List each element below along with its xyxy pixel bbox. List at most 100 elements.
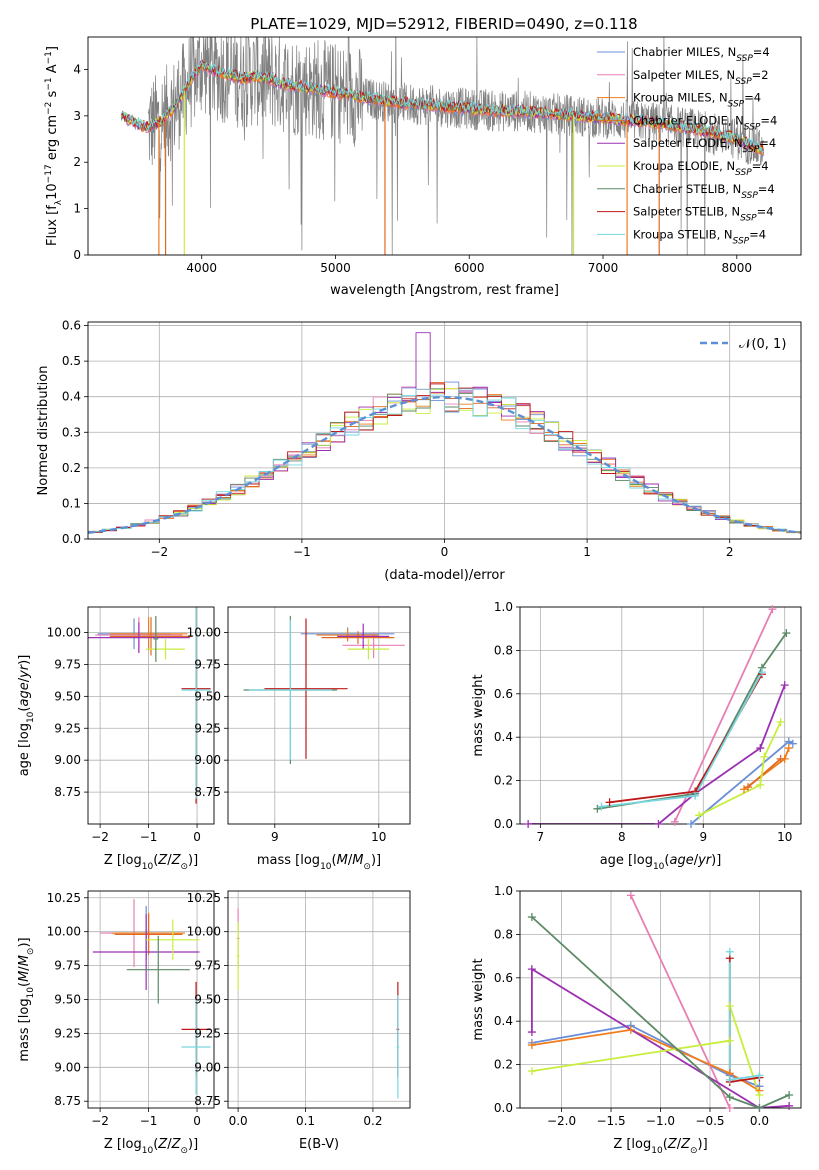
plot-area bbox=[236, 908, 400, 1099]
axes-weight_vs_age: 7 8 9 10 0.0 0.2 0.4 0.6 0.8 1.0 mass weight age [l… bbox=[471, 600, 802, 872]
y-tick-label: 0.0 bbox=[62, 532, 81, 546]
series-marker bbox=[725, 1002, 734, 1011]
x-tick-label: 0.0 bbox=[229, 1114, 248, 1128]
legend-entry: Chabrier MILES, NSSP=4 bbox=[633, 45, 770, 64]
label-part: λ bbox=[54, 199, 64, 205]
label-part: Z bbox=[171, 1137, 182, 1152]
series-marker bbox=[626, 891, 635, 900]
axes-frame bbox=[519, 890, 802, 1109]
plot-area bbox=[92, 899, 211, 1095]
label-part: s bbox=[45, 90, 60, 101]
axes-frame bbox=[227, 606, 411, 825]
series-marker bbox=[725, 1036, 734, 1045]
plot-area bbox=[528, 608, 794, 824]
label-part: Flux [f bbox=[45, 205, 60, 246]
series-line bbox=[597, 632, 788, 810]
series-marker bbox=[756, 780, 765, 789]
plot-area bbox=[120, 37, 764, 255]
grid bbox=[228, 891, 410, 1108]
label-part: M bbox=[337, 853, 348, 868]
legend-entry: Chabrier STELIB, NSSP=4 bbox=[633, 182, 775, 201]
series-marker bbox=[725, 1075, 734, 1084]
series-marker bbox=[687, 820, 696, 828]
x-tick-label: 2 bbox=[726, 545, 734, 559]
label-part: =4 bbox=[760, 113, 777, 127]
legend-entry: Kroupa MILES, NSSP=4 bbox=[633, 91, 761, 110]
label-part: ] bbox=[45, 46, 60, 51]
label-part: =4 bbox=[757, 205, 774, 219]
axes-weight_vs_Z: −2.0 −1.5 −1.0 −0.5 0.0 0.0 0.2 0.4 0.6 0.8 1.0 mas… bbox=[471, 884, 802, 1156]
label-part: ( bbox=[17, 982, 32, 987]
label-part: )] bbox=[698, 1137, 708, 1152]
label-part: =4 bbox=[744, 91, 761, 105]
x-axis-label: wavelength [Angstrom, rest frame] bbox=[330, 283, 559, 298]
label-part: SSP bbox=[736, 54, 753, 64]
y-tick-label: 0.0 bbox=[494, 1101, 513, 1115]
label-part: Chabrier STELIB, N bbox=[633, 182, 741, 196]
y-tick-label: 8.75 bbox=[194, 785, 221, 799]
legend-entry: 𝒩(0, 1) bbox=[739, 337, 786, 352]
y-tick-label: 0.6 bbox=[62, 319, 81, 333]
plot-area bbox=[531, 894, 790, 1108]
label-part: 10 bbox=[142, 862, 154, 872]
y-axis-label: mass [log10(M/M⊙)] bbox=[17, 937, 36, 1061]
label-part: A bbox=[45, 64, 60, 77]
label-part: / bbox=[677, 1137, 682, 1152]
label-part: )] bbox=[371, 853, 381, 868]
y-axis-label: mass weight bbox=[471, 674, 486, 756]
y-tick-label: 9.00 bbox=[194, 1060, 221, 1074]
label-part: SSP bbox=[743, 145, 760, 155]
series-marker bbox=[780, 681, 789, 690]
series-marker bbox=[725, 1093, 734, 1102]
label-part: ( bbox=[663, 1137, 668, 1152]
x-axis-label: Z [log10(Z/Z⊙)] bbox=[104, 853, 198, 872]
x-tick-label: −1.0 bbox=[646, 1114, 675, 1128]
label-part: =2 bbox=[752, 68, 769, 82]
x-tick-label: −1.5 bbox=[596, 1114, 625, 1128]
y-tick-label: 9.00 bbox=[54, 1060, 81, 1074]
x-tick-label: −1 bbox=[140, 830, 158, 844]
x-tick-label: −1 bbox=[140, 1114, 158, 1128]
y-tick-label: 3 bbox=[73, 109, 81, 123]
x-tick-label: 0.1 bbox=[296, 1114, 315, 1128]
label-part: −1 bbox=[44, 77, 54, 90]
axes-frame bbox=[87, 321, 802, 540]
label-part: mass [log bbox=[17, 998, 32, 1061]
y-tick-label: 9.75 bbox=[194, 657, 221, 671]
x-tick-label: 1 bbox=[583, 545, 591, 559]
model-kroupa_stelib bbox=[121, 60, 764, 155]
y-tick-label: 2 bbox=[73, 155, 81, 169]
x-tick-label: 7000 bbox=[588, 261, 619, 275]
y-axis-label: Flux [fλ10−17 erg cm−2 s−1 A−1] bbox=[44, 46, 64, 246]
y-tick-label: 9.50 bbox=[54, 993, 81, 1007]
label-part: Z bbox=[171, 853, 182, 868]
label-part: =4 bbox=[758, 182, 775, 196]
series-marker bbox=[527, 965, 536, 974]
plot-area bbox=[243, 615, 405, 765]
label-part: 10 bbox=[653, 862, 665, 872]
series-marker bbox=[785, 1090, 794, 1099]
series-marker bbox=[527, 913, 536, 922]
y-tick-label: 9.50 bbox=[54, 689, 81, 703]
series-marker bbox=[784, 744, 793, 753]
axes-frame bbox=[87, 36, 802, 256]
y-tick-label: 8.75 bbox=[54, 785, 81, 799]
series-marker bbox=[593, 804, 602, 813]
label-part: −17 bbox=[44, 164, 54, 183]
label-part: / bbox=[17, 677, 32, 682]
label-part: Kroupa MILES, N bbox=[633, 91, 728, 105]
series-marker bbox=[756, 744, 765, 753]
y-tick-label: 9.25 bbox=[194, 721, 221, 735]
x-tick-label: 10 bbox=[777, 830, 792, 844]
series-marker bbox=[695, 811, 704, 820]
series-line bbox=[531, 967, 790, 1108]
label-part: 10 bbox=[45, 183, 60, 200]
series-line bbox=[747, 758, 782, 788]
label-part: −1 bbox=[44, 51, 54, 64]
x-axis-label: age [log10(age/yr)] bbox=[600, 853, 722, 872]
x-axis-label: Z [log10(Z/Z⊙)] bbox=[613, 1137, 707, 1156]
y-tick-label: 9.25 bbox=[194, 1026, 221, 1040]
y-tick-label: 0.4 bbox=[62, 390, 81, 404]
x-axis-label: E(B-V) bbox=[299, 1137, 339, 1152]
